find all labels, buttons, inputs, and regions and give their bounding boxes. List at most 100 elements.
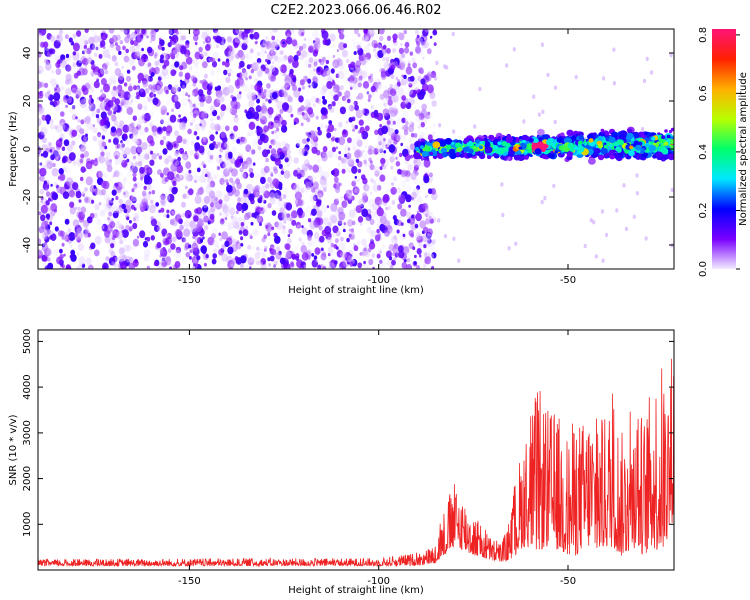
spectrogram-cell (238, 91, 242, 95)
spectrogram-cell (344, 153, 348, 158)
spectrogram-cell (261, 198, 265, 203)
spectrogram-cell (422, 181, 426, 186)
spectrogram-cell (54, 86, 61, 95)
spectrogram-cell (271, 61, 275, 65)
spectrogram-cell (372, 179, 377, 185)
spectrogram-cell (282, 41, 285, 45)
spectrogram-cell (111, 104, 118, 112)
spectrogram-cell (130, 99, 133, 103)
spectrogram-cell (287, 55, 294, 63)
spectrogram-cell (111, 34, 118, 43)
spectrogram-cell (107, 199, 111, 204)
spectrogram-cell (101, 124, 108, 133)
spectrogram-cell (333, 84, 340, 93)
spectrogram-cell (203, 203, 208, 209)
spectrogram-cell (107, 78, 113, 85)
spectrogram-cell (199, 119, 207, 128)
spectrogram-cell (310, 133, 317, 141)
spectrogram-cell (166, 155, 172, 163)
spectrogram-cell (397, 31, 403, 39)
spectrogram-cell (170, 69, 176, 77)
spectrogram-cell (478, 145, 483, 150)
spectrogram-cell (367, 98, 371, 102)
spectrogram-cell (168, 154, 173, 160)
spectrogram-cell (166, 209, 170, 214)
spectrogram-cell (243, 263, 248, 269)
spectrogram-cell (341, 158, 345, 164)
spectrogram-cell (384, 219, 391, 228)
spectrogram-cell (50, 119, 54, 124)
spectrogram-cell (306, 117, 311, 123)
spectrogram-cell (283, 262, 291, 269)
spectrogram-cell (171, 186, 178, 195)
spectrogram-cell (317, 129, 323, 136)
spectrogram-cell (257, 70, 263, 78)
spectrogram-cell (600, 147, 608, 155)
spectrogram-cell (152, 97, 159, 106)
spectrogram-cell (341, 168, 346, 174)
spectrogram-cell (263, 248, 267, 252)
spectrogram-cell (104, 229, 111, 238)
spectrogram-cell (53, 78, 57, 81)
spectrogram-cell (308, 84, 311, 88)
spectrogram-cell (393, 139, 398, 145)
spectrogram-cell (612, 81, 617, 86)
spectrogram-cell (307, 101, 311, 107)
spectrogram-cell (256, 67, 264, 77)
spectrogram-cell (148, 143, 151, 148)
spectrogram-cell (149, 121, 153, 127)
spectrogram-cell (69, 105, 77, 115)
spectrogram-cell (136, 36, 142, 43)
spectrogram-cell (655, 151, 663, 159)
spectrogram-cell (381, 145, 385, 150)
spectrogram-cell (283, 72, 287, 77)
spectrogram-cell (348, 228, 351, 232)
spectrogram-cell (171, 85, 177, 93)
spectrogram-cell (221, 253, 228, 262)
spectrogram-cell (411, 214, 415, 219)
spectrogram-cell (236, 182, 242, 190)
spectrogram-cell (166, 232, 172, 240)
spectrogram-cell (120, 140, 123, 144)
spectrogram-cell (199, 123, 202, 127)
spectrogram-cell (235, 53, 241, 59)
spectrogram-cell (279, 97, 285, 105)
spectrogram-cell (182, 84, 186, 89)
spectrogram-cell (392, 252, 396, 257)
spectrogram-cell (246, 131, 251, 137)
spectrogram-cell (43, 82, 49, 89)
spectrogram-cell (379, 259, 383, 264)
spectrogram-cell (200, 51, 205, 57)
spectrogram-cell (391, 152, 395, 157)
spectrogram-cell (41, 114, 47, 121)
spectrogram-cell (243, 188, 249, 195)
spectrogram-cell (81, 263, 86, 268)
spectrogram-cell (116, 143, 121, 149)
spectrogram-cell (242, 37, 249, 45)
spectrogram-cell (422, 56, 425, 60)
spectrogram-cell (219, 177, 225, 185)
spectrogram-cell (240, 69, 248, 79)
spectrogram-cell (92, 43, 99, 52)
spectrogram-cell (101, 188, 106, 196)
spectrogram-cell (396, 81, 401, 87)
spectrogram-cell (42, 137, 47, 144)
spectrogram-cell (232, 29, 240, 36)
spectrogram-cell (416, 232, 421, 238)
spectrogram-cell (146, 203, 153, 210)
spectrogram-cell (586, 148, 594, 155)
spectrogram-cell (322, 187, 327, 193)
spectrogram-cell (331, 146, 337, 153)
spectrogram-cell (167, 193, 175, 203)
spectrogram-cell (150, 218, 157, 227)
spectrogram-cell (83, 135, 88, 142)
spectrogram-cell (404, 175, 411, 182)
spectrogram-cell (173, 134, 178, 140)
spectrogram-cell (417, 91, 425, 100)
spectrogram-cell (617, 139, 624, 146)
spectrogram-cell (101, 135, 106, 140)
spectrogram-cell (98, 155, 106, 164)
spectrogram-cell (327, 221, 332, 228)
spectrogram-cell (281, 212, 288, 221)
spectrogram-cell (79, 176, 84, 182)
